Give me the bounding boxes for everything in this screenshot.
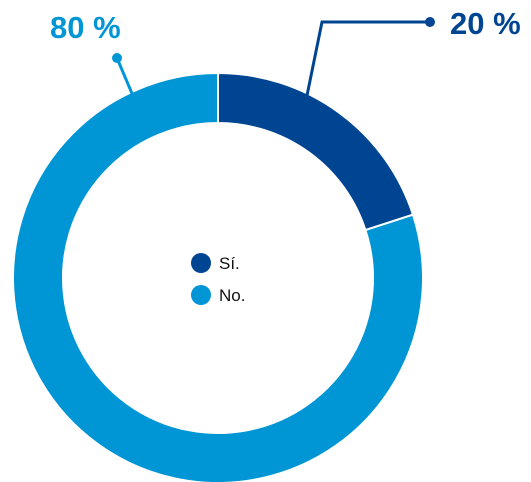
legend-swatch-no (191, 285, 211, 305)
donut-slice-si (217, 71, 415, 232)
legend-label-no: No. (219, 286, 245, 305)
slice-callouts: 20 % 80 % (50, 6, 521, 96)
leader-dot-si (425, 17, 435, 27)
donut-slice-no (12, 71, 424, 482)
legend: Sí. No. (191, 253, 245, 305)
legend-label-si: Sí. (219, 254, 240, 273)
data-label-no: 80 % (50, 10, 121, 45)
legend-swatch-si (191, 253, 211, 273)
leader-line-si (305, 20, 430, 96)
data-label-si: 20 % (450, 6, 521, 41)
donut-slices (12, 71, 424, 482)
leader-line-no (115, 57, 134, 95)
leader-dot-no (112, 53, 122, 63)
